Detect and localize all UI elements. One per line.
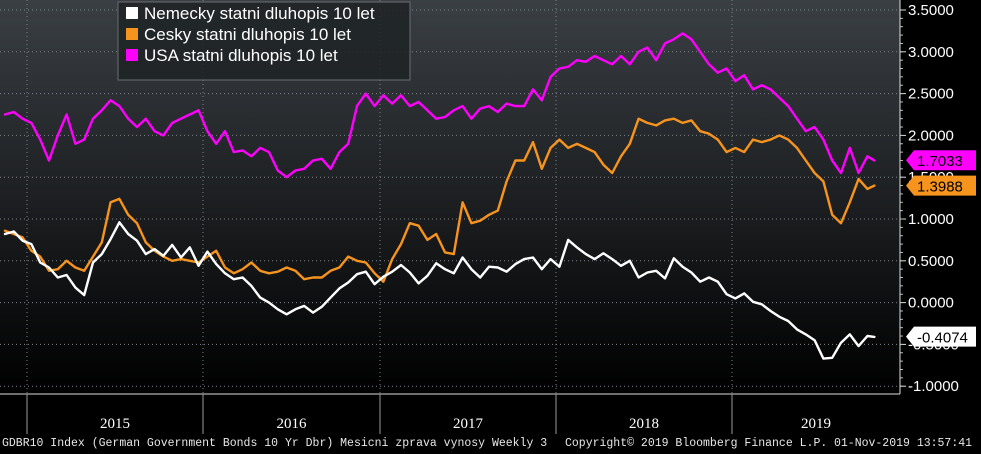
legend-box (117, 1, 411, 81)
footer: GDBR10 Index (German Government Bonds 10… (0, 434, 981, 454)
legend-entry: Cesky statni dluhopis 10 let (144, 25, 351, 44)
last-value-badge (906, 150, 976, 171)
series-lines (3, 32, 876, 360)
x-tick-label: 2018 (629, 416, 659, 432)
series-line (3, 117, 876, 283)
legend-entry: Nemecky statni dluhopis 10 let (144, 4, 375, 23)
y-tick-label: 1.0000 (908, 211, 954, 228)
legend: Nemecky statni dluhopis 10 let Cesky stat… (117, 1, 411, 81)
x-tick-label: 2015 (100, 416, 130, 432)
footer-copyright: Copyright© 2019 Bloomberg Finance L.P. (565, 437, 828, 450)
series-line (3, 221, 876, 360)
line-chart: 3.50003.00002.50002.00001.50001.00000.50… (0, 0, 976, 434)
legend-swatch (126, 28, 138, 40)
last-value-label: 1.3988 (917, 179, 963, 196)
footer-timestamp: 01-Nov-2019 13:57:41 (834, 437, 973, 450)
x-tick-label: 2019 (801, 416, 831, 432)
last-value-label: 1.7033 (917, 153, 963, 170)
y-tick-label: -1.0000 (908, 378, 959, 395)
series-line (3, 32, 876, 179)
legend-entry: USA statni dluhopis 10 let (144, 46, 338, 65)
last-value-badge (906, 175, 976, 196)
legend-swatch (126, 7, 138, 19)
x-tick-label: 2017 (453, 416, 484, 432)
x-tick-label: 2016 (277, 416, 308, 432)
grid (0, 0, 900, 394)
y-tick-label: 2.5000 (908, 86, 954, 103)
last-value-label: -0.4074 (917, 330, 968, 347)
legend-swatch (126, 49, 138, 61)
y-tick-label: 0.0000 (908, 295, 954, 312)
last-value-badge (906, 326, 976, 347)
last-value-labels: -0.4074 1.3988 1.7033 (906, 150, 976, 347)
y-tick-label: 0.5000 (908, 253, 954, 270)
y-axis: 3.50003.00002.50002.00001.50001.00000.50… (899, 0, 959, 395)
footer-ticker: GDBR10 Index (German Government Bonds 10… (2, 437, 548, 450)
y-tick-label: 3.0000 (908, 44, 954, 61)
y-tick-label: 2.0000 (908, 127, 954, 144)
y-tick-label: 3.5000 (908, 2, 954, 19)
x-axis: 2015 2016 2017 2018 2019 (0, 393, 900, 434)
